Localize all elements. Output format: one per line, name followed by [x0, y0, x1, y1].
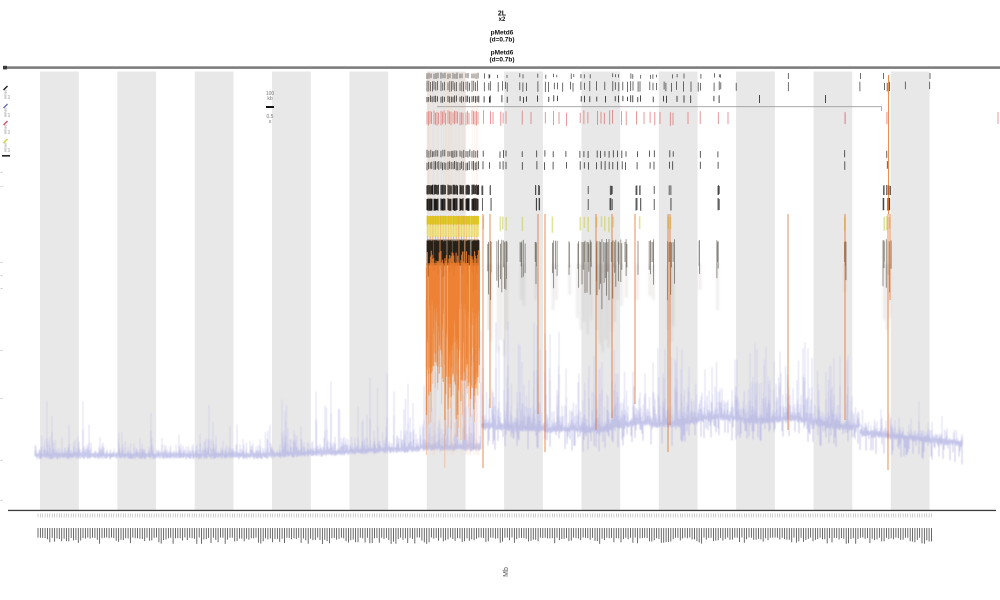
- svg-text:nmae: nmae: [4, 108, 8, 118]
- svg-text:x2: x2: [499, 17, 506, 23]
- svg-text:nmae: nmae: [4, 125, 8, 135]
- svg-text:nmae: nmae: [4, 143, 8, 153]
- svg-text:(d=0.7b): (d=0.7b): [489, 37, 514, 44]
- svg-text:txt: txt: [7, 129, 11, 134]
- svg-text:x: x: [269, 119, 272, 125]
- svg-text:(d=0.7b): (d=0.7b): [489, 57, 514, 64]
- svg-text:Mb: Mb: [503, 567, 510, 577]
- svg-text:pMetd6: pMetd6: [491, 30, 514, 37]
- svg-text:kb: kb: [267, 96, 273, 102]
- svg-text:txt: txt: [7, 147, 11, 152]
- svg-text:pMetd6: pMetd6: [491, 50, 514, 57]
- svg-text:txt: txt: [7, 112, 11, 117]
- svg-text:100: 100: [266, 91, 275, 97]
- svg-text:txt: txt: [7, 94, 11, 99]
- svg-text:0.5: 0.5: [267, 114, 274, 120]
- svg-text:nmae: nmae: [4, 90, 8, 100]
- svg-text:2L: 2L: [498, 11, 507, 18]
